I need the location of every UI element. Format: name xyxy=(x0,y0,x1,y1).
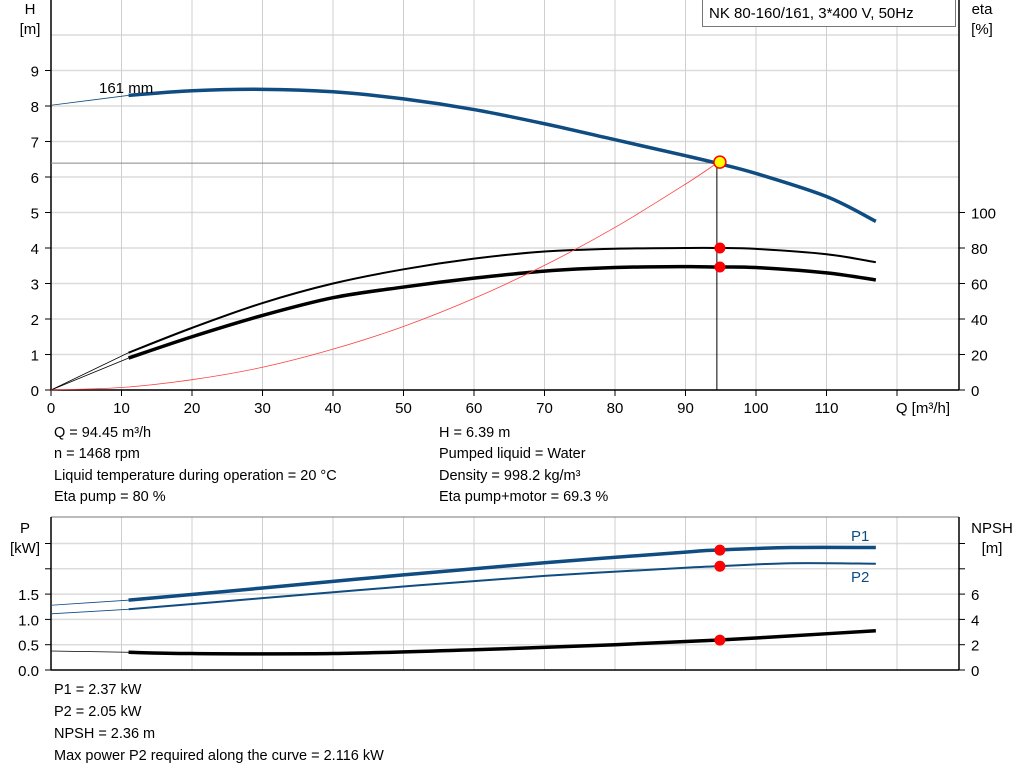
y-tick-label-right: 0 xyxy=(971,383,979,400)
p2-marker xyxy=(714,560,726,572)
eta-pump-motor-marker xyxy=(714,261,726,273)
p2-curve xyxy=(128,562,876,611)
y-tick-label-left: 4 xyxy=(31,241,39,258)
x-tick-label: 0 xyxy=(47,400,55,417)
y-axis-label-left: P xyxy=(20,520,30,537)
chart-legend-title: NK 80-160/161, 3*400 V, 50Hz xyxy=(702,0,956,27)
y-tick-label-right: 20 xyxy=(971,348,988,365)
y-tick-label-right: 2 xyxy=(971,638,979,655)
info-p2: P2 = 2.05 kW xyxy=(54,704,142,720)
x-tick-label: 50 xyxy=(395,400,412,417)
eta-pump-marker xyxy=(714,242,726,254)
p1-curve-extension xyxy=(50,599,129,606)
p2-curve-extension xyxy=(50,608,129,615)
y-axis-label-right: NPSH xyxy=(971,520,1013,537)
y-axis-label-right-unit: [m] xyxy=(982,540,1003,557)
info-npsh: NPSH = 2.36 m xyxy=(54,726,156,742)
info-eta-pump: Eta pump = 80 % xyxy=(54,489,166,505)
y-tick-label-left: 0.5 xyxy=(18,638,39,655)
info-density: Density = 998.2 kg/m³ xyxy=(439,468,581,484)
head-curve-extension xyxy=(50,94,129,106)
p1-curve xyxy=(128,545,876,602)
y-tick-label-right: 6 xyxy=(971,587,979,604)
p1-marker xyxy=(714,544,726,556)
y-tick-label-left: 3 xyxy=(31,277,39,294)
y-axis-label-left-unit: [kW] xyxy=(10,540,40,557)
y-tick-label-left: 2 xyxy=(31,312,39,329)
x-tick-label: 60 xyxy=(466,400,483,417)
y-tick-label-left: 8 xyxy=(31,99,39,116)
x-tick-label: 40 xyxy=(325,400,342,417)
y-tick-label-left: 0 xyxy=(31,383,39,400)
y-tick-label-right: 60 xyxy=(971,277,988,294)
x-tick-label: 80 xyxy=(607,400,624,417)
y-tick-label-left: 7 xyxy=(31,135,39,152)
impeller-diameter-label: 161 mm xyxy=(99,80,153,97)
info-max-power: Max power P2 required along the curve = … xyxy=(54,748,384,764)
p1-series-label: P1 xyxy=(851,528,869,545)
y-axis-label-left: H xyxy=(25,1,36,18)
eta_pump_motor-curve-extension xyxy=(50,357,129,391)
y-axis-label-right: eta xyxy=(972,1,994,18)
info-head: H = 6.39 m xyxy=(439,425,511,441)
y-tick-label-left: 6 xyxy=(31,170,39,187)
info-temperature: Liquid temperature during operation = 20… xyxy=(54,468,337,484)
y-tick-label-right: 4 xyxy=(971,612,979,629)
p2-series-label: P2 xyxy=(851,569,869,586)
info-p1: P1 = 2.37 kW xyxy=(54,682,142,698)
y-tick-label-right: 40 xyxy=(971,312,988,329)
y-tick-label-left: 9 xyxy=(31,64,39,81)
operating-point-marker xyxy=(713,155,727,169)
x-tick-label: 20 xyxy=(184,400,201,417)
x-tick-label: 100 xyxy=(743,400,768,417)
info-liquid: Pumped liquid = Water xyxy=(439,446,586,462)
y-tick-label-left: 5 xyxy=(31,206,39,223)
x-tick-label: 30 xyxy=(254,400,271,417)
eta_pump_motor-curve xyxy=(127,264,877,360)
x-axis-label: Q [m³/h] xyxy=(896,400,950,417)
eta_pump-curve-extension xyxy=(50,352,129,391)
npsh-curve xyxy=(128,629,876,656)
info-speed: n = 1468 rpm xyxy=(54,446,140,462)
x-tick-label: 10 xyxy=(113,400,130,417)
x-tick-label: 70 xyxy=(536,400,553,417)
eta_pump-curve xyxy=(128,246,877,354)
y-axis-label-left-unit: [m] xyxy=(20,21,41,38)
y-tick-label-right: 80 xyxy=(971,241,988,258)
y-tick-label-right: 0 xyxy=(971,663,979,680)
y-tick-label-left: 1 xyxy=(31,348,39,365)
info-q: Q = 94.45 m³/h xyxy=(54,425,152,441)
x-tick-label: 110 xyxy=(815,400,839,417)
head-curve xyxy=(128,87,877,223)
y-axis-label-right-unit: [%] xyxy=(971,21,993,38)
y-tick-label-left: 0.0 xyxy=(18,663,39,680)
npsh-marker xyxy=(714,634,726,646)
npsh-curve-extension xyxy=(50,650,129,653)
system-curve xyxy=(50,162,718,391)
y-tick-label-right: 100 xyxy=(971,206,996,223)
y-tick-label-left: 1.5 xyxy=(18,587,39,604)
x-tick-label: 90 xyxy=(677,400,694,417)
y-tick-label-left: 1.0 xyxy=(18,612,39,629)
info-eta-pump-motor: Eta pump+motor = 69.3 % xyxy=(439,489,609,505)
